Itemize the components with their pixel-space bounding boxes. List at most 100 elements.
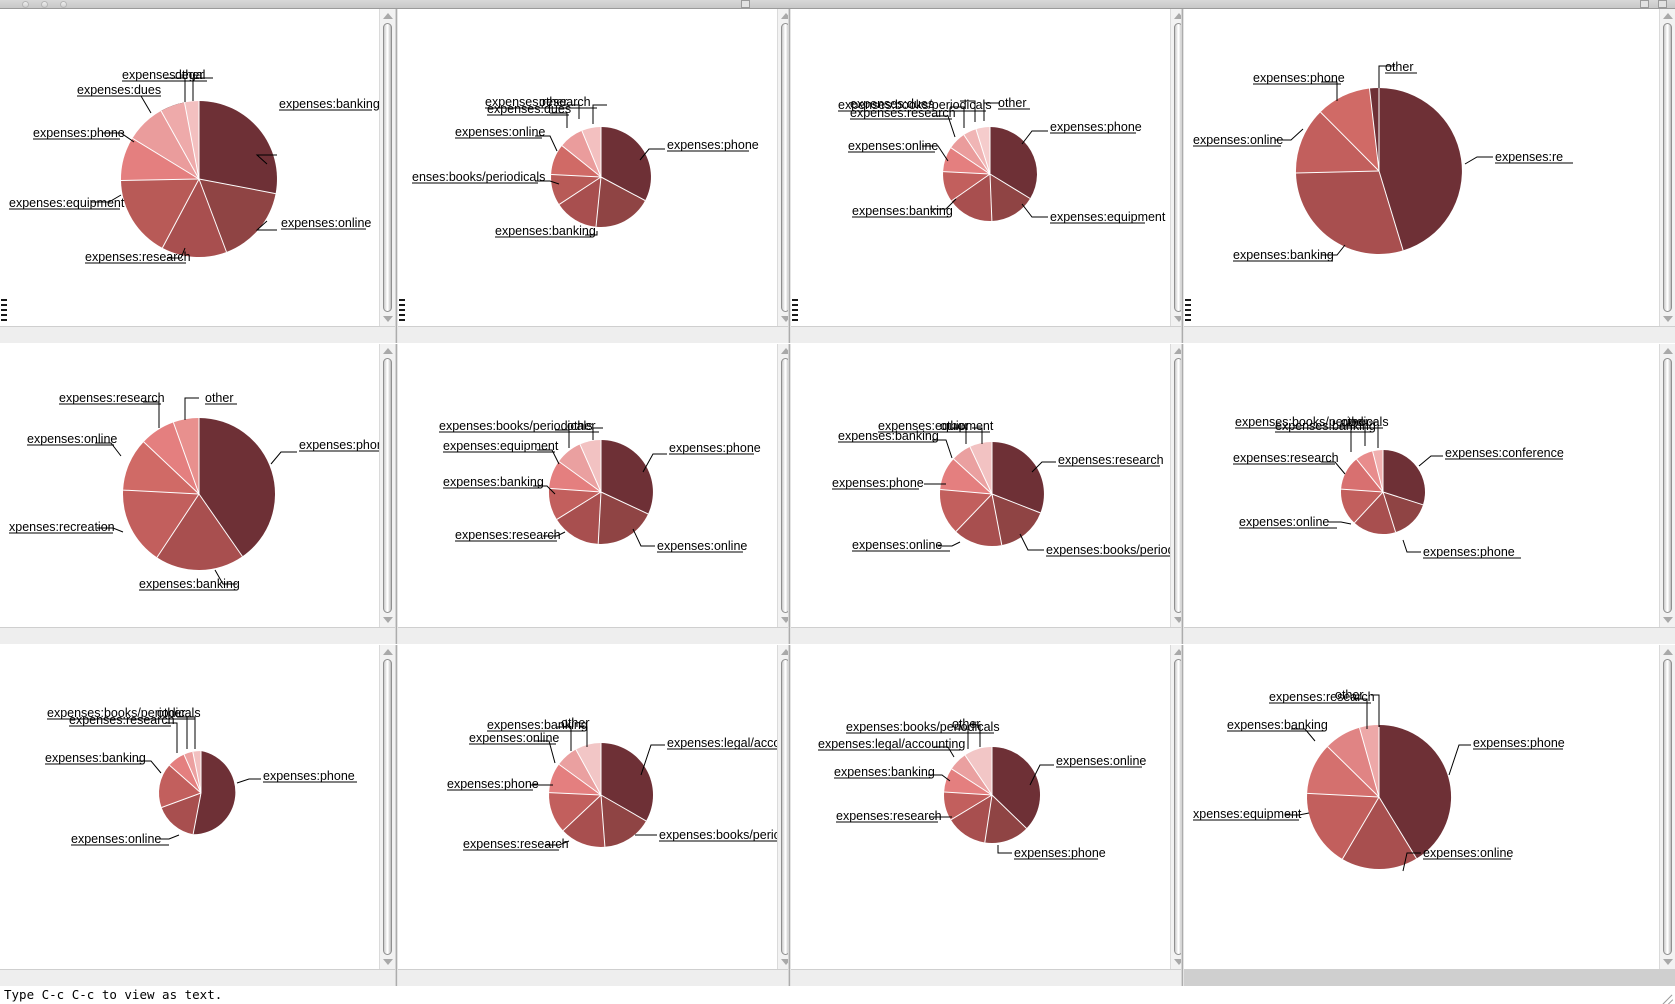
scroll-down-arrow-icon[interactable] <box>1174 316 1184 322</box>
image-view-200901[interactable]: expenses:banking expenses:online expense… <box>0 9 395 326</box>
window-divider-5[interactable] <box>788 344 791 644</box>
pie-chart-200909: expenses:phone expenses:online expenses:… <box>45 706 357 846</box>
scroll-up-arrow-icon[interactable] <box>781 13 791 19</box>
image-view-200912[interactable]: expenses:phone expenses:online xpenses:e… <box>1184 645 1675 969</box>
modeline-200911[interactable]: -:--- 200911.png All (1,0) (Image[png])-… <box>791 969 1186 986</box>
scroll-down-arrow-icon[interactable] <box>383 316 393 322</box>
scrollbar-200904[interactable] <box>1659 9 1675 326</box>
modeline-200909[interactable]: -:--- 200909.png All (1,0) (Image[png])-… <box>0 969 395 986</box>
window-divider-8[interactable] <box>788 645 791 986</box>
image-view-200905[interactable]: expenses:phone expenses:banking xpenses:… <box>0 344 395 627</box>
scrollbar-thumb[interactable] <box>383 358 392 613</box>
emacs-window-200906[interactable]: expenses:phone expenses:online expenses:… <box>398 344 793 644</box>
window-menu-icon[interactable] <box>741 0 750 8</box>
window-minimize-button[interactable] <box>41 1 48 8</box>
scroll-down-arrow-icon[interactable] <box>1663 316 1673 322</box>
scrollbar-200905[interactable] <box>379 344 395 627</box>
emacs-window-200910[interactable]: expenses:legal/accoun expenses:books/per… <box>398 645 793 986</box>
scrollbar-thumb[interactable] <box>1663 358 1672 613</box>
scroll-up-arrow-icon[interactable] <box>1663 649 1673 655</box>
scroll-down-arrow-icon[interactable] <box>781 959 791 965</box>
emacs-window-200905[interactable]: expenses:phone expenses:banking xpenses:… <box>0 344 395 644</box>
scroll-up-arrow-icon[interactable] <box>1174 348 1184 354</box>
scrollbar-200908[interactable] <box>1659 344 1675 627</box>
window-title-bar <box>0 0 1675 9</box>
scroll-up-arrow-icon[interactable] <box>781 348 791 354</box>
emacs-window-200908[interactable]: expenses:conference expenses:phone expen… <box>1184 344 1675 644</box>
window-divider-7[interactable] <box>395 645 398 986</box>
emacs-window-200904[interactable]: expenses:re expenses:banking expenses:on… <box>1184 9 1675 343</box>
scrollbar-200909[interactable] <box>379 645 395 969</box>
svg-text:expenses:re: expenses:re <box>1495 150 1563 164</box>
window-divider-1[interactable] <box>395 9 398 343</box>
scroll-up-arrow-icon[interactable] <box>383 649 393 655</box>
scroll-up-arrow-icon[interactable] <box>781 649 791 655</box>
modeline-200910[interactable]: -:--- 200910.png All (1,0) (Image[png])-… <box>398 969 793 986</box>
pie-chart-200907: expenses:research expenses:books/periodi… <box>832 419 1170 557</box>
modeline-200904[interactable]: -:--- 200904.png All (1,0) (Image[png])-… <box>1184 326 1675 343</box>
emacs-window-200907[interactable]: expenses:research expenses:books/periodi… <box>791 344 1186 644</box>
modeline-200902[interactable]: -:--- 200902.png All (1,0) (Image[png])-… <box>398 326 793 343</box>
window-close-icon[interactable] <box>1658 0 1667 8</box>
image-view-200904[interactable]: expenses:re expenses:banking expenses:on… <box>1184 9 1675 326</box>
window-divider-6[interactable] <box>1181 344 1184 644</box>
scroll-down-arrow-icon[interactable] <box>1663 959 1673 965</box>
scrollbar-thumb[interactable] <box>383 23 392 312</box>
emacs-window-200902[interactable]: expenses:phone expenses:banking enses:bo… <box>398 9 793 343</box>
scrollbar-thumb[interactable] <box>383 659 392 955</box>
image-view-200908[interactable]: expenses:conference expenses:phone expen… <box>1184 344 1675 627</box>
window-close-button[interactable] <box>22 1 29 8</box>
scroll-down-arrow-icon[interactable] <box>1174 617 1184 623</box>
scroll-up-arrow-icon[interactable] <box>1663 348 1673 354</box>
scrollbar-thumb[interactable] <box>1663 23 1672 312</box>
svg-text:expenses:phone: expenses:phone <box>1423 545 1515 559</box>
scroll-down-arrow-icon[interactable] <box>383 617 393 623</box>
image-view-200911[interactable]: expenses:online expenses:phone expenses:… <box>791 645 1186 969</box>
image-view-200903[interactable]: expenses:phone expenses:equipment expens… <box>791 9 1186 326</box>
emacs-window-200901[interactable]: expenses:banking expenses:online expense… <box>0 9 395 343</box>
svg-text:expenses:online: expenses:online <box>1193 133 1283 147</box>
image-view-200902[interactable]: expenses:phone expenses:banking enses:bo… <box>398 9 793 326</box>
window-divider-9[interactable] <box>1181 645 1184 986</box>
scroll-up-arrow-icon[interactable] <box>383 348 393 354</box>
scrollbar-200912[interactable] <box>1659 645 1675 969</box>
emacs-window-200912[interactable]: expenses:phone expenses:online xpenses:e… <box>1184 645 1675 986</box>
image-view-200907[interactable]: expenses:research expenses:books/periodi… <box>791 344 1186 627</box>
modeline-200903[interactable]: -:--- 200903.png All (1,0) (Image[png])-… <box>791 326 1186 343</box>
svg-text:expenses:online: expenses:online <box>848 139 938 153</box>
window-divider-4[interactable] <box>395 344 398 644</box>
svg-text:expenses:dues: expenses:dues <box>77 83 161 97</box>
scroll-up-arrow-icon[interactable] <box>1174 13 1184 19</box>
modeline-200901[interactable]: -:--- 200901.png All (1,0) (Image[png])-… <box>0 326 395 343</box>
resize-grip-icon[interactable] <box>1660 989 1674 1004</box>
emacs-window-200909[interactable]: expenses:phone expenses:online expenses:… <box>0 645 395 986</box>
modeline-200908[interactable]: -:--- 200908.png All (1,0) (Image[png])-… <box>1184 627 1675 644</box>
scroll-down-arrow-icon[interactable] <box>781 617 791 623</box>
modeline-200906[interactable]: -:--- 200906.png All (1,0) (Image[png])-… <box>398 627 793 644</box>
scroll-up-arrow-icon[interactable] <box>383 13 393 19</box>
scroll-down-arrow-icon[interactable] <box>781 316 791 322</box>
scrollbar-thumb[interactable] <box>1663 659 1672 955</box>
scroll-down-arrow-icon[interactable] <box>1174 959 1184 965</box>
window-divider-2[interactable] <box>788 9 791 343</box>
scrollbar-200901[interactable] <box>379 9 395 326</box>
emacs-window-200903[interactable]: expenses:phone expenses:equipment expens… <box>791 9 1186 343</box>
image-view-200909[interactable]: expenses:phone expenses:online expenses:… <box>0 645 395 969</box>
modeline-200907[interactable]: -:--- 200907.png All (1,0) (Image[png])-… <box>791 627 1186 644</box>
emacs-window-200911[interactable]: expenses:online expenses:phone expenses:… <box>791 645 1186 986</box>
window-divider-3[interactable] <box>1181 9 1184 343</box>
modeline-200905[interactable]: -:--- 200905.png All (1,0) (Image[png])-… <box>0 627 395 644</box>
window-maximize-button[interactable] <box>60 1 67 8</box>
window-restore-icon[interactable] <box>1640 0 1649 8</box>
image-view-200910[interactable]: expenses:legal/accoun expenses:books/per… <box>398 645 793 969</box>
scroll-up-arrow-icon[interactable] <box>1174 649 1184 655</box>
image-view-200906[interactable]: expenses:phone expenses:online expenses:… <box>398 344 793 627</box>
scroll-down-arrow-icon[interactable] <box>383 959 393 965</box>
svg-text:other: other <box>205 391 234 405</box>
scroll-up-arrow-icon[interactable] <box>1663 13 1673 19</box>
svg-text:other: other <box>998 96 1027 110</box>
scroll-down-arrow-icon[interactable] <box>1663 617 1673 623</box>
svg-text:expenses:books/periodicals: expenses:books/periodicals <box>1046 543 1170 557</box>
svg-text:expenses:online: expenses:online <box>1423 846 1513 860</box>
modeline-200912[interactable]: -:--- 200912.png All (1,0) (Image[png])-… <box>1184 969 1675 986</box>
